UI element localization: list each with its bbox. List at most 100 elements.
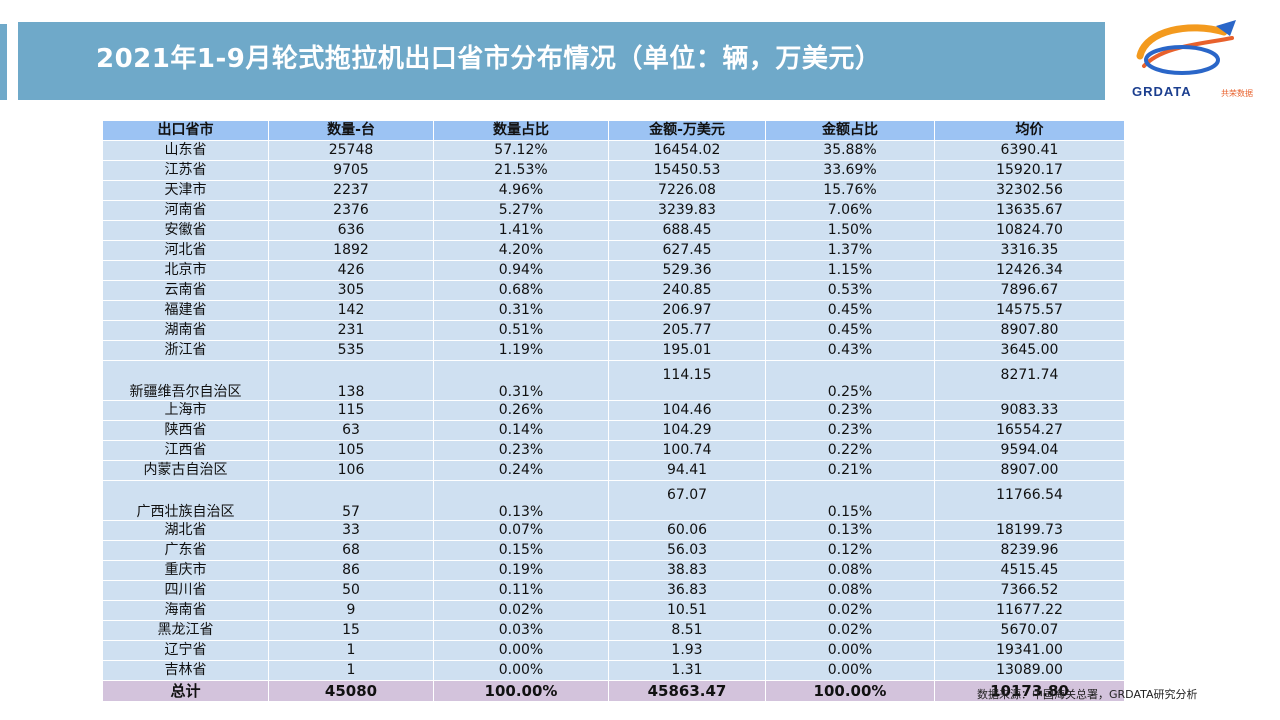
cell-amount-share: 0.12% — [766, 541, 935, 561]
cell-avg-price: 3645.00 — [935, 341, 1125, 361]
cell-avg-price: 5670.07 — [935, 621, 1125, 641]
cell-province: 重庆市 — [103, 561, 269, 581]
cell-avg-price: 15920.17 — [935, 161, 1125, 181]
cell-avg-price: 19341.00 — [935, 641, 1125, 661]
table-row: 广西壮族自治区 57 0.13% 67.07 0.15% 11766.54 — [103, 481, 1125, 521]
cell-avg-price: 6390.41 — [935, 141, 1125, 161]
cell-amount-share: 0.02% — [766, 601, 935, 621]
cell-avg-price: 13089.00 — [935, 661, 1125, 681]
cell-amount-share: 1.37% — [766, 241, 935, 261]
cell-amount-share: 0.23% — [766, 401, 935, 421]
cell-amount: 36.83 — [609, 581, 766, 601]
cell-avg-price: 4515.45 — [935, 561, 1125, 581]
cell-quantity-share: 0.13% — [434, 481, 609, 521]
cell-avg-price: 14575.57 — [935, 301, 1125, 321]
logo-swoosh-icon — [1136, 20, 1236, 75]
cell-province: 河南省 — [103, 201, 269, 221]
cell-amount: 15450.53 — [609, 161, 766, 181]
cell-quantity: 106 — [269, 461, 434, 481]
cell-amount-share: 33.69% — [766, 161, 935, 181]
cell-quantity: 2237 — [269, 181, 434, 201]
cell-avg-price: 8271.74 — [935, 361, 1125, 401]
cell-amount-share: 1.50% — [766, 221, 935, 241]
cell-quantity-share: 0.31% — [434, 301, 609, 321]
cell-amount: 38.83 — [609, 561, 766, 581]
cell-amount-share: 0.25% — [766, 361, 935, 401]
cell-province: 陕西省 — [103, 421, 269, 441]
header-amount-share: 金额占比 — [766, 121, 935, 141]
cell-quantity-share: 0.19% — [434, 561, 609, 581]
cell-avg-price: 8239.96 — [935, 541, 1125, 561]
total-avg-price: 10173.80 — [935, 681, 1125, 702]
cell-quantity: 63 — [269, 421, 434, 441]
table-row: 上海市 115 0.26% 104.46 0.23% 9083.33 — [103, 401, 1125, 421]
cell-amount: 7226.08 — [609, 181, 766, 201]
cell-avg-price: 16554.27 — [935, 421, 1125, 441]
table-row: 陕西省 63 0.14% 104.29 0.23% 16554.27 — [103, 421, 1125, 441]
cell-quantity-share: 0.07% — [434, 521, 609, 541]
cell-amount: 10.51 — [609, 601, 766, 621]
header-quantity-share: 数量占比 — [434, 121, 609, 141]
cell-province: 江苏省 — [103, 161, 269, 181]
cell-avg-price: 13635.67 — [935, 201, 1125, 221]
table-row: 新疆维吾尔自治区 138 0.31% 114.15 0.25% 8271.74 — [103, 361, 1125, 401]
cell-amount: 56.03 — [609, 541, 766, 561]
cell-quantity-share: 4.20% — [434, 241, 609, 261]
cell-amount: 3239.83 — [609, 201, 766, 221]
cell-province: 福建省 — [103, 301, 269, 321]
cell-province: 内蒙古自治区 — [103, 461, 269, 481]
header-quantity: 数量-台 — [269, 121, 434, 141]
table-row: 河北省 1892 4.20% 627.45 1.37% 3316.35 — [103, 241, 1125, 261]
total-label: 总计 — [103, 681, 269, 702]
table-row: 重庆市 86 0.19% 38.83 0.08% 4515.45 — [103, 561, 1125, 581]
cell-amount: 94.41 — [609, 461, 766, 481]
header-avg-price: 均价 — [935, 121, 1125, 141]
cell-amount: 67.07 — [609, 481, 766, 521]
cell-province: 天津市 — [103, 181, 269, 201]
cell-amount-share: 0.13% — [766, 521, 935, 541]
cell-province: 云南省 — [103, 281, 269, 301]
cell-amount: 206.97 — [609, 301, 766, 321]
export-distribution-table: 出口省市 数量-台 数量占比 金额-万美元 金额占比 均价 山东省 25748 57… — [103, 121, 1125, 702]
total-amount: 45863.47 — [609, 681, 766, 702]
cell-amount: 104.46 — [609, 401, 766, 421]
cell-quantity-share: 0.03% — [434, 621, 609, 641]
cell-quantity-share: 0.26% — [434, 401, 609, 421]
cell-quantity: 426 — [269, 261, 434, 281]
cell-quantity-share: 0.31% — [434, 361, 609, 401]
cell-amount-share: 0.21% — [766, 461, 935, 481]
cell-amount: 100.74 — [609, 441, 766, 461]
cell-quantity: 1 — [269, 641, 434, 661]
cell-avg-price: 3316.35 — [935, 241, 1125, 261]
cell-province: 广西壮族自治区 — [103, 481, 269, 521]
cell-quantity-share: 0.11% — [434, 581, 609, 601]
cell-province: 黑龙江省 — [103, 621, 269, 641]
cell-quantity-share: 21.53% — [434, 161, 609, 181]
cell-amount-share: 0.08% — [766, 561, 935, 581]
table-row: 北京市 426 0.94% 529.36 1.15% 12426.34 — [103, 261, 1125, 281]
cell-province: 山东省 — [103, 141, 269, 161]
cell-avg-price: 9594.04 — [935, 441, 1125, 461]
cell-amount: 8.51 — [609, 621, 766, 641]
table-row: 安徽省 636 1.41% 688.45 1.50% 10824.70 — [103, 221, 1125, 241]
cell-quantity: 68 — [269, 541, 434, 561]
cell-amount-share: 1.15% — [766, 261, 935, 281]
table-row: 辽宁省 1 0.00% 1.93 0.00% 19341.00 — [103, 641, 1125, 661]
cell-province: 安徽省 — [103, 221, 269, 241]
cell-quantity-share: 0.02% — [434, 601, 609, 621]
cell-avg-price: 11766.54 — [935, 481, 1125, 521]
cell-province: 上海市 — [103, 401, 269, 421]
cell-quantity: 138 — [269, 361, 434, 401]
cell-quantity: 25748 — [269, 141, 434, 161]
cell-avg-price: 32302.56 — [935, 181, 1125, 201]
cell-quantity-share: 57.12% — [434, 141, 609, 161]
table-row: 福建省 142 0.31% 206.97 0.45% 14575.57 — [103, 301, 1125, 321]
table-row: 山东省 25748 57.12% 16454.02 35.88% 6390.41 — [103, 141, 1125, 161]
cell-province: 广东省 — [103, 541, 269, 561]
cell-amount-share: 0.45% — [766, 301, 935, 321]
cell-avg-price: 8907.00 — [935, 461, 1125, 481]
header-amount: 金额-万美元 — [609, 121, 766, 141]
cell-quantity-share: 0.51% — [434, 321, 609, 341]
cell-quantity: 2376 — [269, 201, 434, 221]
cell-amount-share: 0.02% — [766, 621, 935, 641]
